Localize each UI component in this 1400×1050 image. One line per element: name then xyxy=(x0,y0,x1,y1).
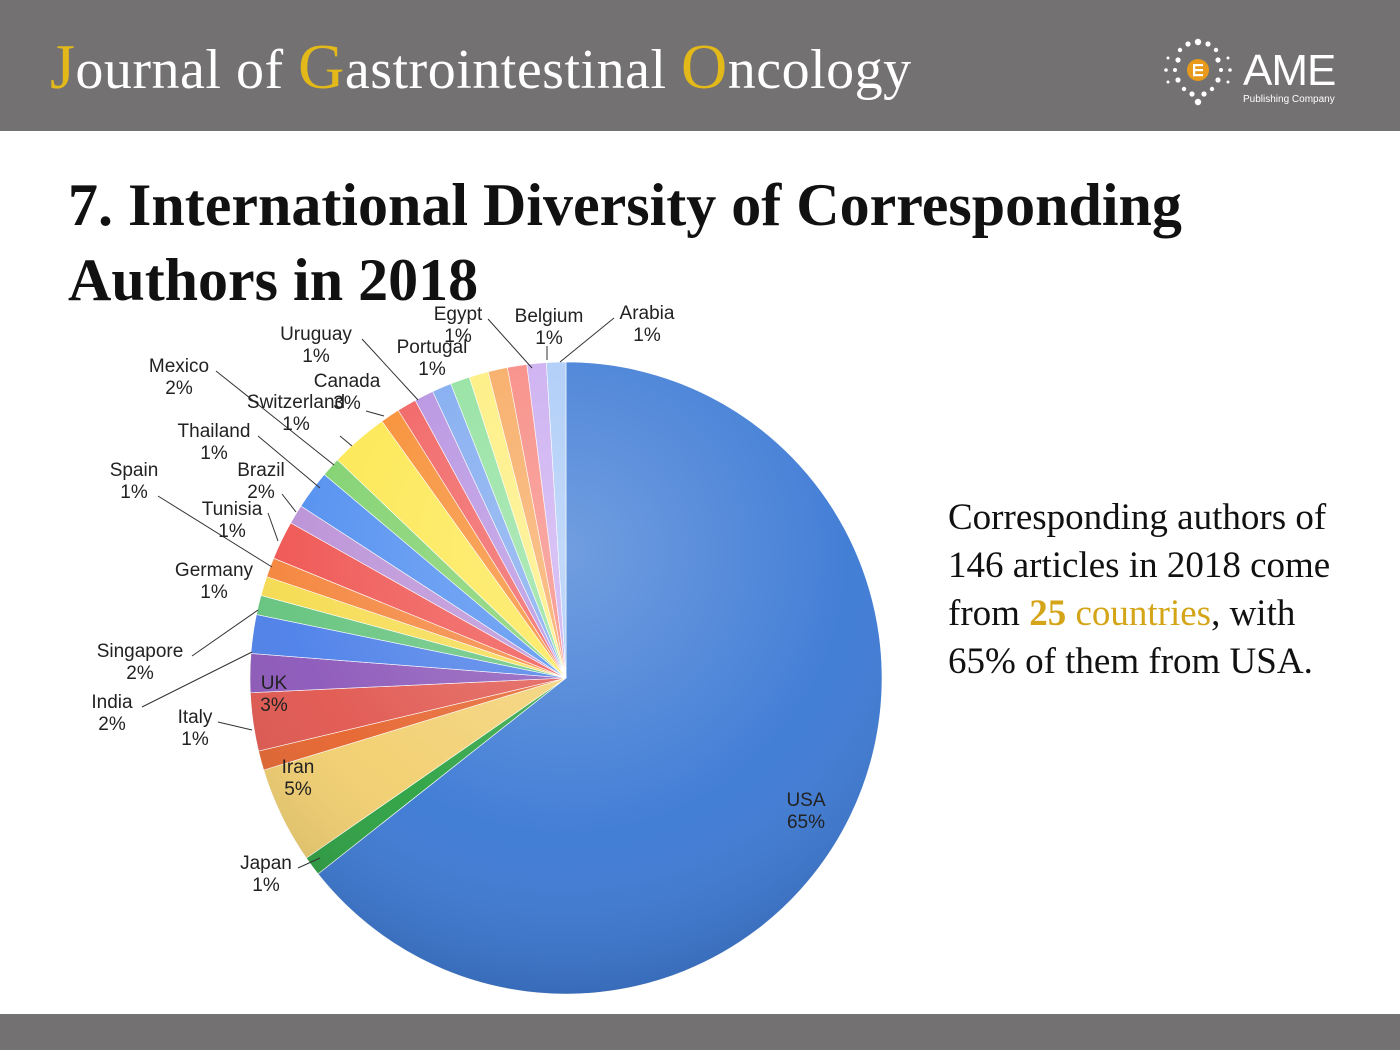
leader-line xyxy=(191,609,259,657)
slice-percent-label: 2% xyxy=(165,378,193,399)
pie-leader-lines xyxy=(141,317,615,869)
slice-percent-label: 3% xyxy=(333,393,361,414)
slice-percent-label: 1% xyxy=(633,325,661,346)
pie-slices xyxy=(249,361,883,995)
journal-title-part: J xyxy=(50,31,76,102)
journal-title-part: astrointestinal xyxy=(344,39,681,101)
leader-line xyxy=(281,493,297,513)
leader-line xyxy=(297,857,321,869)
summary-text: Corresponding authors of 146 articles in… xyxy=(948,494,1368,686)
slice-percent-label: 1% xyxy=(120,482,148,503)
slide-title-line: 7. International Diversity of Correspond… xyxy=(68,172,1182,238)
slice-label: Italy xyxy=(178,707,213,728)
ame-logo[interactable]: AME Publishing Company xyxy=(1156,34,1356,114)
slice-percent-label: 1% xyxy=(535,328,563,349)
leader-line xyxy=(361,338,419,401)
slice-label: Belgium xyxy=(515,306,584,327)
summary-line: 65% of them from USA. xyxy=(948,641,1313,682)
logo-subtitle: Publishing Company xyxy=(1243,94,1335,105)
slice-percent-label: 2% xyxy=(126,663,154,684)
slice-label: UK xyxy=(261,673,288,694)
slice-percent-label: 2% xyxy=(247,482,275,503)
journal-title: Journal of Gastrointestinal Oncology xyxy=(50,30,912,104)
leader-line xyxy=(559,317,615,363)
slice-label: Thailand xyxy=(178,421,251,442)
leader-line xyxy=(217,721,253,731)
slice-percent-label: 1% xyxy=(181,729,209,750)
journal-title-part: ournal of xyxy=(75,39,299,101)
slice-label: Mexico xyxy=(149,356,209,377)
journal-header: Journal of Gastrointestinal Oncology AME… xyxy=(0,0,1400,131)
slice-percent-label: 2% xyxy=(98,714,126,735)
journal-title-part: O xyxy=(681,31,728,102)
leader-line xyxy=(215,370,335,466)
slice-label: Brazil xyxy=(237,460,285,481)
country-count: 25 xyxy=(1029,593,1067,634)
slice-label: Uruguay xyxy=(280,324,352,345)
summary-line: from xyxy=(948,593,1030,634)
slice-label: USA xyxy=(786,790,825,811)
footer-bar xyxy=(0,1014,1400,1050)
leader-line xyxy=(157,495,273,568)
slice-percent-label: 3% xyxy=(260,695,288,716)
slice-percent-label: 1% xyxy=(200,582,228,603)
slice-percent-label: 1% xyxy=(418,359,446,380)
slice-percent-label: 65% xyxy=(787,812,825,833)
slide-title: 7. International Diversity of Correspond… xyxy=(68,168,1288,318)
slice-percent-label: 1% xyxy=(252,875,280,896)
leader-line xyxy=(267,512,279,542)
slice-percent-label: 5% xyxy=(284,779,312,800)
leader-line xyxy=(487,318,533,369)
ame-dots-logo-icon xyxy=(1164,38,1232,106)
slice-label: Singapore xyxy=(97,641,184,662)
slice-label: Tunisia xyxy=(202,499,263,520)
slice-percent-label: 1% xyxy=(200,443,228,464)
summary-line: Corresponding authors of xyxy=(948,497,1327,538)
leader-line xyxy=(365,410,385,417)
leader-line xyxy=(339,435,353,447)
countries-word: countries xyxy=(1066,593,1212,634)
journal-title-part: ncology xyxy=(727,39,912,101)
slice-percent-label: 1% xyxy=(302,346,330,367)
pie-labels: USA65%Japan1%Iran5%Italy1%UK3%India2%Sin… xyxy=(91,303,825,896)
slice-label: Switzerland xyxy=(247,392,345,413)
slice-label: Germany xyxy=(175,560,254,581)
slice-percent-label: 1% xyxy=(444,326,472,347)
journal-title-part: G xyxy=(298,31,345,102)
slice-percent-label: 1% xyxy=(218,521,246,542)
slice-label: Portugal xyxy=(397,337,468,358)
leader-line xyxy=(141,651,253,708)
slice-label: Arabia xyxy=(620,303,675,324)
slice-label: Iran xyxy=(282,757,315,778)
slice-label: Spain xyxy=(110,460,159,481)
slice-percent-label: 1% xyxy=(282,414,310,435)
slice-label: Egypt xyxy=(434,304,483,325)
slide-title-line: Authors in 2018 xyxy=(68,247,479,313)
logo-name: AME xyxy=(1243,46,1336,95)
leader-line xyxy=(257,435,321,489)
summary-line: , with xyxy=(1211,593,1296,634)
slice-label: Japan xyxy=(240,853,292,874)
slice-label: India xyxy=(91,692,133,713)
slice-label: Canada xyxy=(314,371,381,392)
summary-line: 146 articles in 2018 come xyxy=(948,545,1331,586)
